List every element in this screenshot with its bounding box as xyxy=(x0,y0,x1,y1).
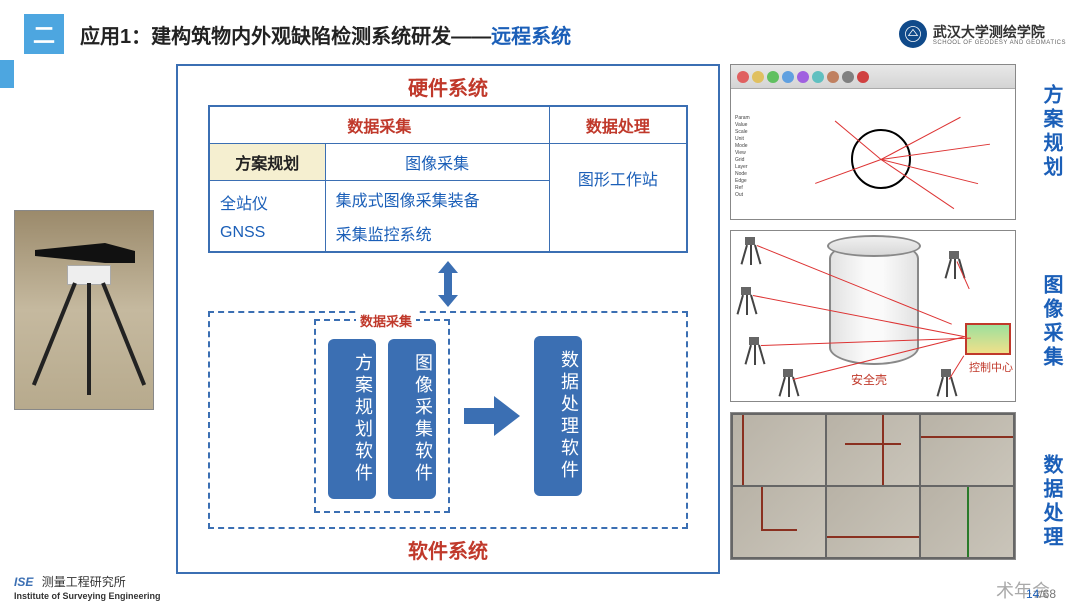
integrated-equip-label: 集成式图像采集装备 xyxy=(336,187,539,211)
control-center-label: 控制中心 xyxy=(969,359,1013,375)
right-label-collect: 图像采集 xyxy=(1034,274,1066,370)
toolbar-dot-icon xyxy=(752,71,764,83)
logo-text: 武汉大学测绘学院 xyxy=(933,22,1066,42)
crack-sample xyxy=(827,415,919,485)
crack-sample xyxy=(827,487,919,557)
camera-station-icon xyxy=(739,237,761,267)
tank-dome xyxy=(827,235,921,257)
app-toolbar xyxy=(731,65,1015,89)
right-arrow-icon xyxy=(464,394,520,438)
camera-station-icon xyxy=(943,251,965,281)
right-examples-column: ParamValueScaleUnitModeViewGridLayerNode… xyxy=(730,64,1066,584)
image-collect-diagram: 安全壳 控制中心 xyxy=(730,230,1016,402)
plan-screenshot: ParamValueScaleUnitModeViewGridLayerNode… xyxy=(730,64,1016,220)
camera-station-icon xyxy=(777,369,799,399)
slide-header: 二 应用1：建构筑物内外观缺陷检测系统研发——远程系统 武汉大学测绘学院 SCH… xyxy=(0,14,1080,54)
hardware-table: 数据采集 数据处理 方案规划 图像采集 图形工作站 全站仪 GNSS 集成式图像… xyxy=(208,105,688,253)
bidirectional-arrow-icon xyxy=(434,261,462,307)
right-label-process: 数据处理 xyxy=(1034,454,1066,550)
img-collect-cell: 图像采集 xyxy=(325,144,549,181)
title-prefix: 应用1：建构筑物内外观缺陷检测系统研发—— xyxy=(80,26,491,48)
tripod-leg xyxy=(32,282,77,385)
slide-title: 应用1：建构筑物内外观缺陷检测系统研发——远程系统 xyxy=(80,20,571,49)
gnss-label: GNSS xyxy=(220,224,315,242)
camera-body xyxy=(35,243,135,263)
control-center-box xyxy=(965,323,1011,355)
logo-subtext: SCHOOL OF GEODESY AND GEOMATICS xyxy=(933,40,1066,46)
org-name-cn: 测量工程研究所 xyxy=(42,575,126,589)
toolbar-dot-icon xyxy=(797,71,809,83)
crack-sample xyxy=(733,415,825,485)
org-name-en: Institute of Surveying Engineering xyxy=(14,591,161,601)
plan-canvas: ParamValueScaleUnitModeViewGridLayerNode… xyxy=(731,89,1015,219)
crack-sample xyxy=(921,487,1013,557)
process-header: 数据处理 xyxy=(549,106,687,144)
toolbar-dot-icon xyxy=(812,71,824,83)
hardware-title: 硬件系统 xyxy=(178,66,718,105)
process-software-pill: 数据处理软件 xyxy=(534,336,582,496)
tripod-leg xyxy=(87,283,91,395)
plan-cell: 方案规划 xyxy=(209,144,325,181)
left-equip-cell: 全站仪 GNSS xyxy=(209,181,325,253)
ise-abbr: ISE xyxy=(14,575,33,589)
page-current: 14 xyxy=(1026,587,1039,601)
page-number: 14/68 xyxy=(1026,587,1056,601)
tripod-leg xyxy=(101,282,146,385)
camera-station-icon xyxy=(735,287,757,317)
title-accent: 远程系统 xyxy=(491,26,571,48)
crack-sample xyxy=(733,487,825,557)
crack-sample xyxy=(921,415,1013,485)
tank-label: 安全壳 xyxy=(851,371,887,388)
camera-station-icon xyxy=(743,337,765,367)
system-diagram: 硬件系统 数据采集 数据处理 方案规划 图像采集 图形工作站 全站仪 GNSS … xyxy=(176,64,720,574)
software-tag: 数据采集 xyxy=(356,311,416,330)
collect-header: 数据采集 xyxy=(209,106,549,144)
software-box: 数据采集 方案规划软件 图像采集软件 数据处理软件 xyxy=(208,311,688,529)
plan-software-pill: 方案规划软件 xyxy=(328,339,376,499)
toolbar-dot-icon xyxy=(767,71,779,83)
mid-equip-cell: 集成式图像采集装备 采集监控系统 xyxy=(325,181,549,253)
software-title: 软件系统 xyxy=(178,529,718,566)
monitor-sys-label: 采集监控系统 xyxy=(336,221,539,245)
footer-org: ISE 测量工程研究所 Institute of Surveying Engin… xyxy=(14,573,161,601)
workstation-cell: 图形工作站 xyxy=(549,144,687,253)
side-tab-decor xyxy=(0,60,14,88)
toolbar-dot-icon xyxy=(842,71,854,83)
toolbar-dot-icon xyxy=(857,71,869,83)
collect-software-pill: 图像采集软件 xyxy=(388,339,436,499)
param-list: ParamValueScaleUnitModeViewGridLayerNode… xyxy=(735,115,791,199)
page-total: /68 xyxy=(1039,587,1056,601)
toolbar-dot-icon xyxy=(827,71,839,83)
school-logo: 武汉大学测绘学院 SCHOOL OF GEODESY AND GEOMATICS xyxy=(899,20,1066,48)
processing-results-grid xyxy=(730,412,1016,560)
containment-tank xyxy=(829,241,919,365)
equipment-photo xyxy=(14,210,154,410)
toolbar-dot-icon xyxy=(782,71,794,83)
right-label-plan: 方案规划 xyxy=(1034,84,1066,180)
camera-station-icon xyxy=(935,369,957,399)
toolbar-dot-icon xyxy=(737,71,749,83)
total-station-label: 全站仪 xyxy=(220,190,315,214)
software-inner-box: 数据采集 方案规划软件 图像采集软件 xyxy=(314,319,450,513)
logo-emblem-icon xyxy=(899,20,927,48)
section-badge: 二 xyxy=(24,14,64,54)
